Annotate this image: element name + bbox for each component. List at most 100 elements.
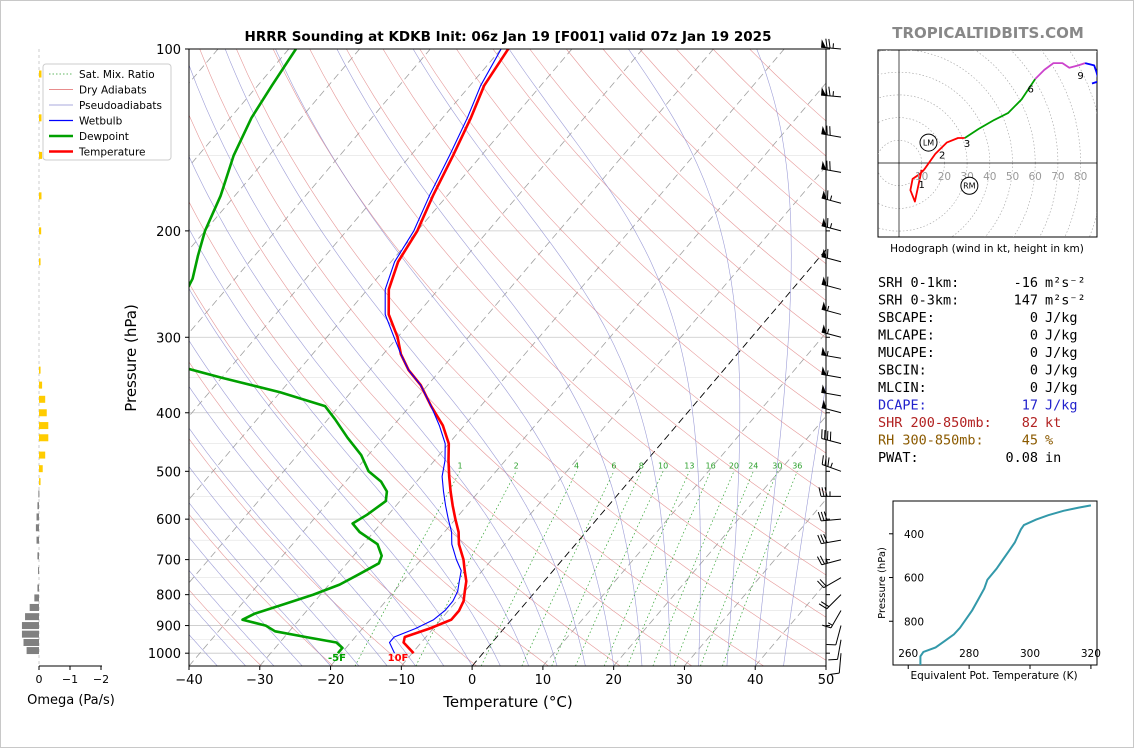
index-unit: J/kg: [1045, 380, 1078, 396]
index-unit: m²s⁻²: [1045, 293, 1086, 309]
index-value: 0: [1030, 380, 1038, 396]
omega-tick-label: −2: [93, 673, 109, 686]
barb-flag: [821, 39, 826, 47]
barb-feather: [826, 39, 827, 48]
isotherm-line: [331, 49, 855, 666]
mixing-ratio-label: 36: [792, 461, 802, 470]
mixing-ratio-line: [653, 471, 734, 666]
barb-flag: [821, 87, 826, 95]
hodograph-height-label: 1: [919, 180, 925, 191]
x-tick-label: −10: [388, 673, 415, 688]
hodograph-ring-label: 80: [1074, 171, 1087, 183]
index-label: SBCAPE:: [878, 310, 935, 326]
omega-axis-label: Omega (Pa/s): [27, 693, 115, 708]
barb-shaft: [821, 134, 841, 137]
barb-feather: [824, 534, 828, 543]
omega-bar: [39, 192, 41, 199]
wind-barb: [821, 366, 841, 377]
omega-bar: [39, 422, 48, 429]
barb-shaft: [822, 226, 841, 231]
wind-barb: [819, 487, 841, 496]
moist-adiabat-line: [784, 49, 859, 666]
omega-bar: [34, 594, 39, 601]
mixing-ratio-line: [627, 471, 710, 666]
mixing-ratio-line: [604, 471, 689, 666]
x-tick-label: 50: [818, 673, 835, 688]
omega-bar: [36, 524, 39, 531]
dry-adiabat-line: [236, 49, 835, 666]
mixing-ratio-label: 1: [457, 461, 462, 470]
index-unit: in: [1045, 450, 1061, 466]
omega-bar: [39, 258, 41, 265]
hodograph-height-label: 2: [939, 150, 945, 161]
hodograph-height-label: 3: [964, 139, 970, 150]
mixing-ratio-label: 10: [658, 461, 668, 470]
barb-shaft: [821, 374, 841, 377]
omega-bar: [22, 622, 39, 629]
legend-label: Pseudoadiabats: [79, 100, 162, 112]
theta-e-x-tick-label: 260: [898, 648, 918, 660]
index-label: SRH 0-1km:: [878, 275, 959, 291]
x-tick-label: −20: [317, 673, 344, 688]
hodograph-ring-label: 60: [1029, 171, 1042, 183]
storm-motion-label: LM: [923, 139, 934, 148]
index-value: -16: [1014, 275, 1038, 291]
hodograph-ring-label: 40: [983, 171, 996, 183]
wind-barb: [822, 302, 841, 315]
moist-adiabat-line: [225, 49, 585, 666]
x-tick-label: 40: [747, 673, 764, 688]
x-tick-label: −30: [246, 673, 273, 688]
hodograph-height-label: 9: [1077, 71, 1083, 82]
index-unit: kt: [1045, 415, 1061, 431]
barb-feather: [829, 87, 830, 96]
barb-shaft: [822, 438, 841, 443]
mixing-ratio-label: 30: [772, 461, 782, 470]
y-axis-label: Pressure (hPa): [122, 304, 140, 412]
mixing-ratio-label: 20: [729, 461, 739, 470]
index-value: 0.08: [1005, 450, 1038, 466]
theta-e-y-tick-label: 800: [904, 616, 924, 628]
legend-label: Sat. Mix. Ratio: [79, 69, 155, 81]
wind-barb: [817, 556, 841, 565]
omega-bar: [30, 604, 39, 611]
wind-barb: [822, 455, 841, 471]
index-unit: J/kg: [1045, 328, 1078, 344]
surface-dewpoint-label: -5F: [328, 653, 346, 664]
theta-e-y-label: Pressure (hPa): [877, 547, 888, 619]
y-tick-label: 300: [156, 331, 181, 346]
omega-bar: [37, 502, 39, 509]
wind-barb: [821, 161, 841, 173]
wind-barb: [822, 324, 841, 337]
moist-adiabat-line: [755, 49, 791, 666]
index-value: 0: [1030, 328, 1038, 344]
omega-bar: [24, 639, 40, 646]
x-tick-label: 30: [676, 673, 693, 688]
barb-shaft: [822, 408, 841, 413]
wind-barb: [822, 277, 841, 290]
wind-barb: [822, 429, 841, 443]
surface-temperature-label: 10F: [388, 653, 409, 664]
dry-adiabat-line: [163, 49, 692, 666]
wind-barb: [822, 400, 841, 413]
theta-e-x-label: Equivalent Pot. Temperature (K): [910, 670, 1077, 682]
barb-half-feather: [827, 351, 828, 356]
omega-bar: [38, 567, 39, 574]
index-label: SRH 0-3km:: [878, 293, 959, 309]
index-value: 0: [1030, 345, 1038, 361]
wind-barb: [828, 640, 841, 660]
wind-barb: [817, 578, 841, 588]
theta-e-x-tick-label: 320: [1081, 648, 1101, 660]
omega-bar: [25, 613, 39, 620]
barb-flag: [821, 161, 826, 170]
y-tick-label: 600: [156, 513, 181, 528]
legend-label: Temperature: [78, 147, 146, 159]
x-tick-label: 0: [468, 673, 476, 688]
barb-shaft: [822, 309, 841, 314]
wind-barb: [821, 126, 841, 138]
index-label: SBCIN:: [878, 363, 927, 379]
mixing-ratio-line: [481, 471, 576, 666]
theta-e-y-tick-label: 600: [904, 573, 924, 585]
legend-label: Dewpoint: [79, 131, 129, 143]
